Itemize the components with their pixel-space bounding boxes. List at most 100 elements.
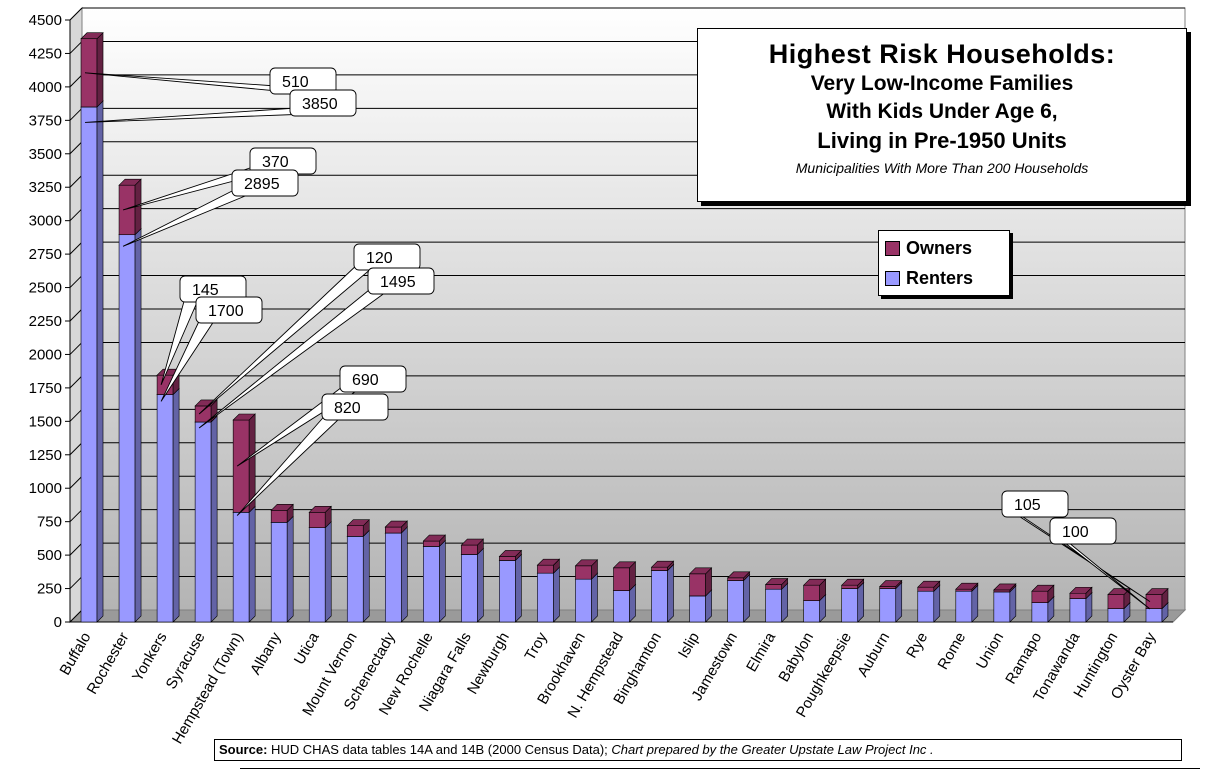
bar-renters-front [194, 421, 212, 623]
bar-owners-top [194, 399, 218, 407]
callout-box [195, 296, 263, 324]
bar-owners-front [308, 512, 326, 528]
bar-renters-side [895, 581, 903, 623]
callout-renters: 100 [1049, 517, 1151, 610]
callout-label: 3850 [302, 96, 338, 113]
source-underline [240, 768, 1200, 769]
callout-label: 370 [262, 154, 289, 171]
bar-renters-front [308, 527, 326, 623]
bar-owners-front [613, 567, 630, 591]
y-tick-label: 3000 [29, 213, 62, 230]
legend-item-owners: Owners [885, 235, 1009, 261]
bar-owners [764, 577, 789, 590]
x-tick-label: Rye [903, 630, 931, 662]
x-tick-label: Troy [521, 629, 551, 663]
bar-owners [80, 32, 104, 108]
callout-label: 105 [1014, 497, 1041, 514]
y-tick-label: 3500 [29, 146, 62, 163]
y-tick-label: 4000 [29, 79, 62, 96]
bar-renters [422, 539, 447, 623]
callout-box [367, 267, 435, 295]
bar-owners [1069, 586, 1093, 600]
bar-owners [840, 578, 865, 590]
bar-owners-front [651, 566, 668, 571]
source-credit: Chart prepared by the Greater Upstate La… [611, 742, 934, 757]
bar-renters-side [210, 415, 218, 623]
bar-owners-top [993, 583, 1017, 591]
callout-box [339, 365, 407, 393]
bar-owners [688, 567, 713, 597]
bar-renters-front [537, 572, 554, 623]
source-label: Source: [219, 742, 268, 757]
gridline-side [69, 442, 83, 456]
bar-renters [574, 572, 599, 623]
bar-renters-front [118, 234, 136, 623]
x-tick-label: Utica [291, 629, 323, 668]
bar-renters-front [575, 578, 592, 623]
bar-renters-front [346, 536, 364, 623]
y-tick-label: 3750 [29, 112, 62, 129]
bar-renters [460, 547, 485, 623]
bars [80, 32, 1169, 623]
y-tick-label: 1000 [29, 480, 62, 497]
gridline-side [69, 74, 83, 88]
bar-renters-front [651, 570, 668, 623]
bar-renters-front [1145, 608, 1163, 623]
bar-renters [118, 227, 142, 623]
callout-box [289, 89, 357, 117]
callout-box [1001, 490, 1069, 518]
bar-renters-front [803, 600, 820, 623]
bar-owners-top [726, 571, 751, 579]
bar-renters-front [841, 588, 859, 623]
bar-owners-top [308, 506, 332, 513]
bar-owners [1145, 587, 1169, 610]
callout-label: 510 [282, 74, 309, 91]
bar-renters-side [96, 100, 104, 623]
bar-renters-side [400, 526, 408, 623]
chart-title: Highest Risk Households: [768, 39, 1116, 69]
bar-owners-top [612, 561, 637, 569]
x-tick-label: Rome [935, 630, 970, 673]
bar-renters [726, 573, 751, 623]
bar-renters-front [423, 546, 440, 623]
bar-owners [270, 503, 294, 524]
gridline-side [69, 576, 83, 589]
bar-owners-top [1069, 586, 1093, 594]
gridline-side [69, 7, 83, 21]
bar-renters-side [324, 520, 332, 623]
bar-owners-front [575, 565, 592, 580]
chart-title-box: Highest Risk Households: Very Low-Income… [697, 28, 1187, 202]
bar-renters-front [765, 588, 782, 623]
bar-renters-front [879, 588, 897, 623]
callout-label: 2895 [244, 176, 280, 193]
chart-title-line2: Very Low-Income Families [810, 72, 1074, 95]
x-tick-label: Hempstead (Town) [169, 630, 247, 748]
bar-owners-top [879, 580, 903, 587]
bar-owners [1107, 587, 1131, 610]
chart-title-line3: With Kids Under Age 6, [826, 100, 1058, 123]
chart-title-line4: Living in Pre-1950 Units [817, 128, 1067, 153]
bar-owners-top [1031, 584, 1055, 592]
bar-renters [232, 505, 256, 623]
bar-owners [384, 520, 409, 534]
bar-owners-front [461, 544, 478, 555]
bar-owners-top [650, 560, 675, 568]
bar-renters [498, 553, 523, 623]
legend-label-renters: Renters [906, 267, 974, 288]
bar-renters-front [270, 522, 288, 623]
y-tick-label: 2750 [29, 246, 62, 263]
bar-renters [156, 387, 180, 623]
bar-owners-top [384, 520, 409, 528]
source-text: HUD CHAS data tables 14A and 14B (2000 C… [267, 742, 612, 757]
y-tick-label: 2000 [29, 346, 62, 363]
bar-renters-side [553, 566, 560, 623]
bar-renters-front [80, 106, 98, 623]
bar-renters [80, 100, 104, 623]
x-tick-label: Elmira [743, 629, 779, 675]
bar-owners-top [80, 32, 104, 40]
bar-renters-front [727, 580, 744, 623]
callout-renters: 1700 [160, 296, 263, 402]
bar-owners-front [384, 526, 402, 534]
gridline-side [69, 275, 83, 288]
bar-owners [232, 413, 256, 514]
